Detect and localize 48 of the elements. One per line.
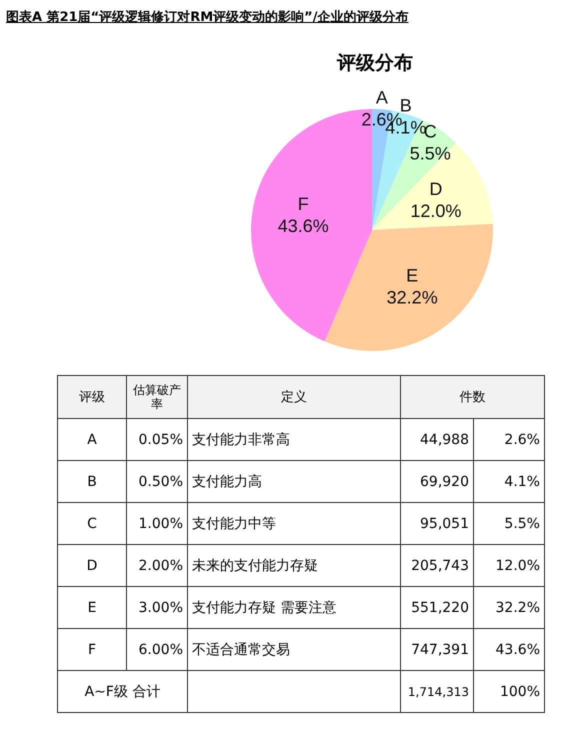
data-label: 4.1%	[474, 460, 544, 502]
slice-label: A	[376, 87, 388, 108]
text: 支付能力中等	[188, 502, 400, 544]
text: 支付能力存疑 需要注意	[188, 586, 400, 628]
data-label: 747,391	[400, 628, 474, 670]
category-label: B	[58, 460, 126, 502]
data-label: 1,714,313	[400, 670, 474, 712]
slice-label: B	[400, 96, 412, 116]
data-label: 69,920	[400, 460, 474, 502]
slice-label: D	[429, 178, 442, 199]
data-label: 43.6%	[474, 628, 544, 670]
data-label: 100%	[474, 670, 544, 712]
data-label: 0.50%	[126, 460, 188, 502]
text: 支付能力非常高	[188, 418, 400, 460]
data-label: 5.5%	[410, 144, 451, 164]
category-label: A	[58, 418, 126, 460]
text: 件数	[400, 376, 544, 418]
text: 支付能力高	[188, 460, 400, 502]
slice-label: E	[406, 266, 418, 286]
data-label: 3.00%	[126, 586, 188, 628]
data-label: 12.0%	[474, 544, 544, 586]
text: 不适合通常交易	[188, 628, 400, 670]
data-label: 32.2%	[474, 586, 544, 628]
data-label: 551,220	[400, 586, 474, 628]
data-label: 1.00%	[126, 502, 188, 544]
category-label: F	[58, 628, 126, 670]
category-label: E	[58, 586, 126, 628]
category-label: C	[58, 502, 126, 544]
text: 评级	[58, 376, 126, 418]
data-label: 2.6%	[474, 418, 544, 460]
data-label: 2.00%	[126, 544, 188, 586]
data-label: 205,743	[400, 544, 474, 586]
data-label: 32.2%	[386, 288, 438, 308]
data-label: 6.00%	[126, 628, 188, 670]
category-label: A~F级 合计	[58, 670, 188, 712]
slice-label: F	[298, 194, 309, 214]
data-label: 95,051	[400, 502, 474, 544]
data-label: 5.5%	[474, 502, 544, 544]
text: 定义	[188, 376, 400, 418]
text: 未来的支付能力存疑	[188, 544, 400, 586]
text: 图表A 第21届“评级逻辑修订对RM评级变动的影响”/企业的评级分布	[6, 8, 408, 26]
category-label: D	[58, 544, 126, 586]
data-label: 44,988	[400, 418, 474, 460]
data-label: 12.0%	[410, 200, 462, 221]
data-label: 43.6%	[278, 216, 329, 236]
chart-title: 评级分布	[336, 51, 414, 76]
data-label: 0.05%	[126, 418, 188, 460]
text: 估算破产率	[126, 376, 188, 418]
